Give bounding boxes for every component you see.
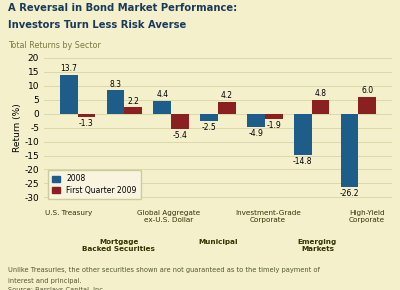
Text: 4.8: 4.8 (314, 89, 326, 98)
Bar (247, 114, 265, 127)
Text: -1.3: -1.3 (79, 119, 94, 128)
Text: 2.2: 2.2 (127, 97, 139, 106)
Text: -26.2: -26.2 (340, 189, 359, 198)
Bar (200, 114, 218, 121)
Bar (124, 108, 142, 114)
Y-axis label: Return (%): Return (%) (13, 103, 22, 152)
Bar (78, 114, 95, 117)
Text: -14.8: -14.8 (293, 157, 312, 166)
Bar (265, 114, 282, 119)
Bar (60, 75, 78, 114)
Text: 4.4: 4.4 (156, 90, 168, 99)
Text: Emerging
Markets: Emerging Markets (298, 239, 337, 252)
Text: Global Aggregate
ex-U.S. Dollar: Global Aggregate ex-U.S. Dollar (137, 210, 200, 223)
Text: Investment-Grade
Corporate: Investment-Grade Corporate (235, 210, 301, 223)
Bar (218, 102, 236, 114)
Text: 8.3: 8.3 (110, 79, 122, 88)
Text: -2.5: -2.5 (202, 123, 216, 132)
Text: interest and principal.: interest and principal. (8, 278, 82, 284)
Text: U.S. Treasury: U.S. Treasury (45, 210, 92, 216)
Text: Investors Turn Less Risk Averse: Investors Turn Less Risk Averse (8, 20, 186, 30)
Bar (107, 90, 124, 114)
Text: 6.0: 6.0 (361, 86, 373, 95)
Bar (312, 100, 329, 114)
Text: Municipal: Municipal (198, 239, 238, 245)
Legend: 2008, First Quarter 2009: 2008, First Quarter 2009 (48, 170, 141, 199)
Text: Unlike Treasuries, the other securities shown are not guaranteed as to the timel: Unlike Treasuries, the other securities … (8, 267, 320, 273)
Text: -5.4: -5.4 (173, 131, 188, 140)
Text: Total Returns by Sector: Total Returns by Sector (8, 41, 101, 50)
Text: Mortgage
Backed Securities: Mortgage Backed Securities (82, 239, 155, 252)
Text: -1.9: -1.9 (266, 121, 281, 130)
Text: 4.2: 4.2 (221, 91, 233, 100)
Bar (171, 114, 189, 129)
Bar (358, 97, 376, 114)
Text: A Reversal in Bond Market Performance:: A Reversal in Bond Market Performance: (8, 3, 237, 13)
Text: -4.9: -4.9 (248, 129, 263, 138)
Text: 13.7: 13.7 (60, 64, 77, 73)
Text: Source: Barclays Capital, Inc.: Source: Barclays Capital, Inc. (8, 287, 105, 290)
Bar (341, 114, 358, 187)
Text: High-Yield
Corporate: High-Yield Corporate (349, 210, 385, 223)
Bar (294, 114, 312, 155)
Bar (154, 101, 171, 114)
